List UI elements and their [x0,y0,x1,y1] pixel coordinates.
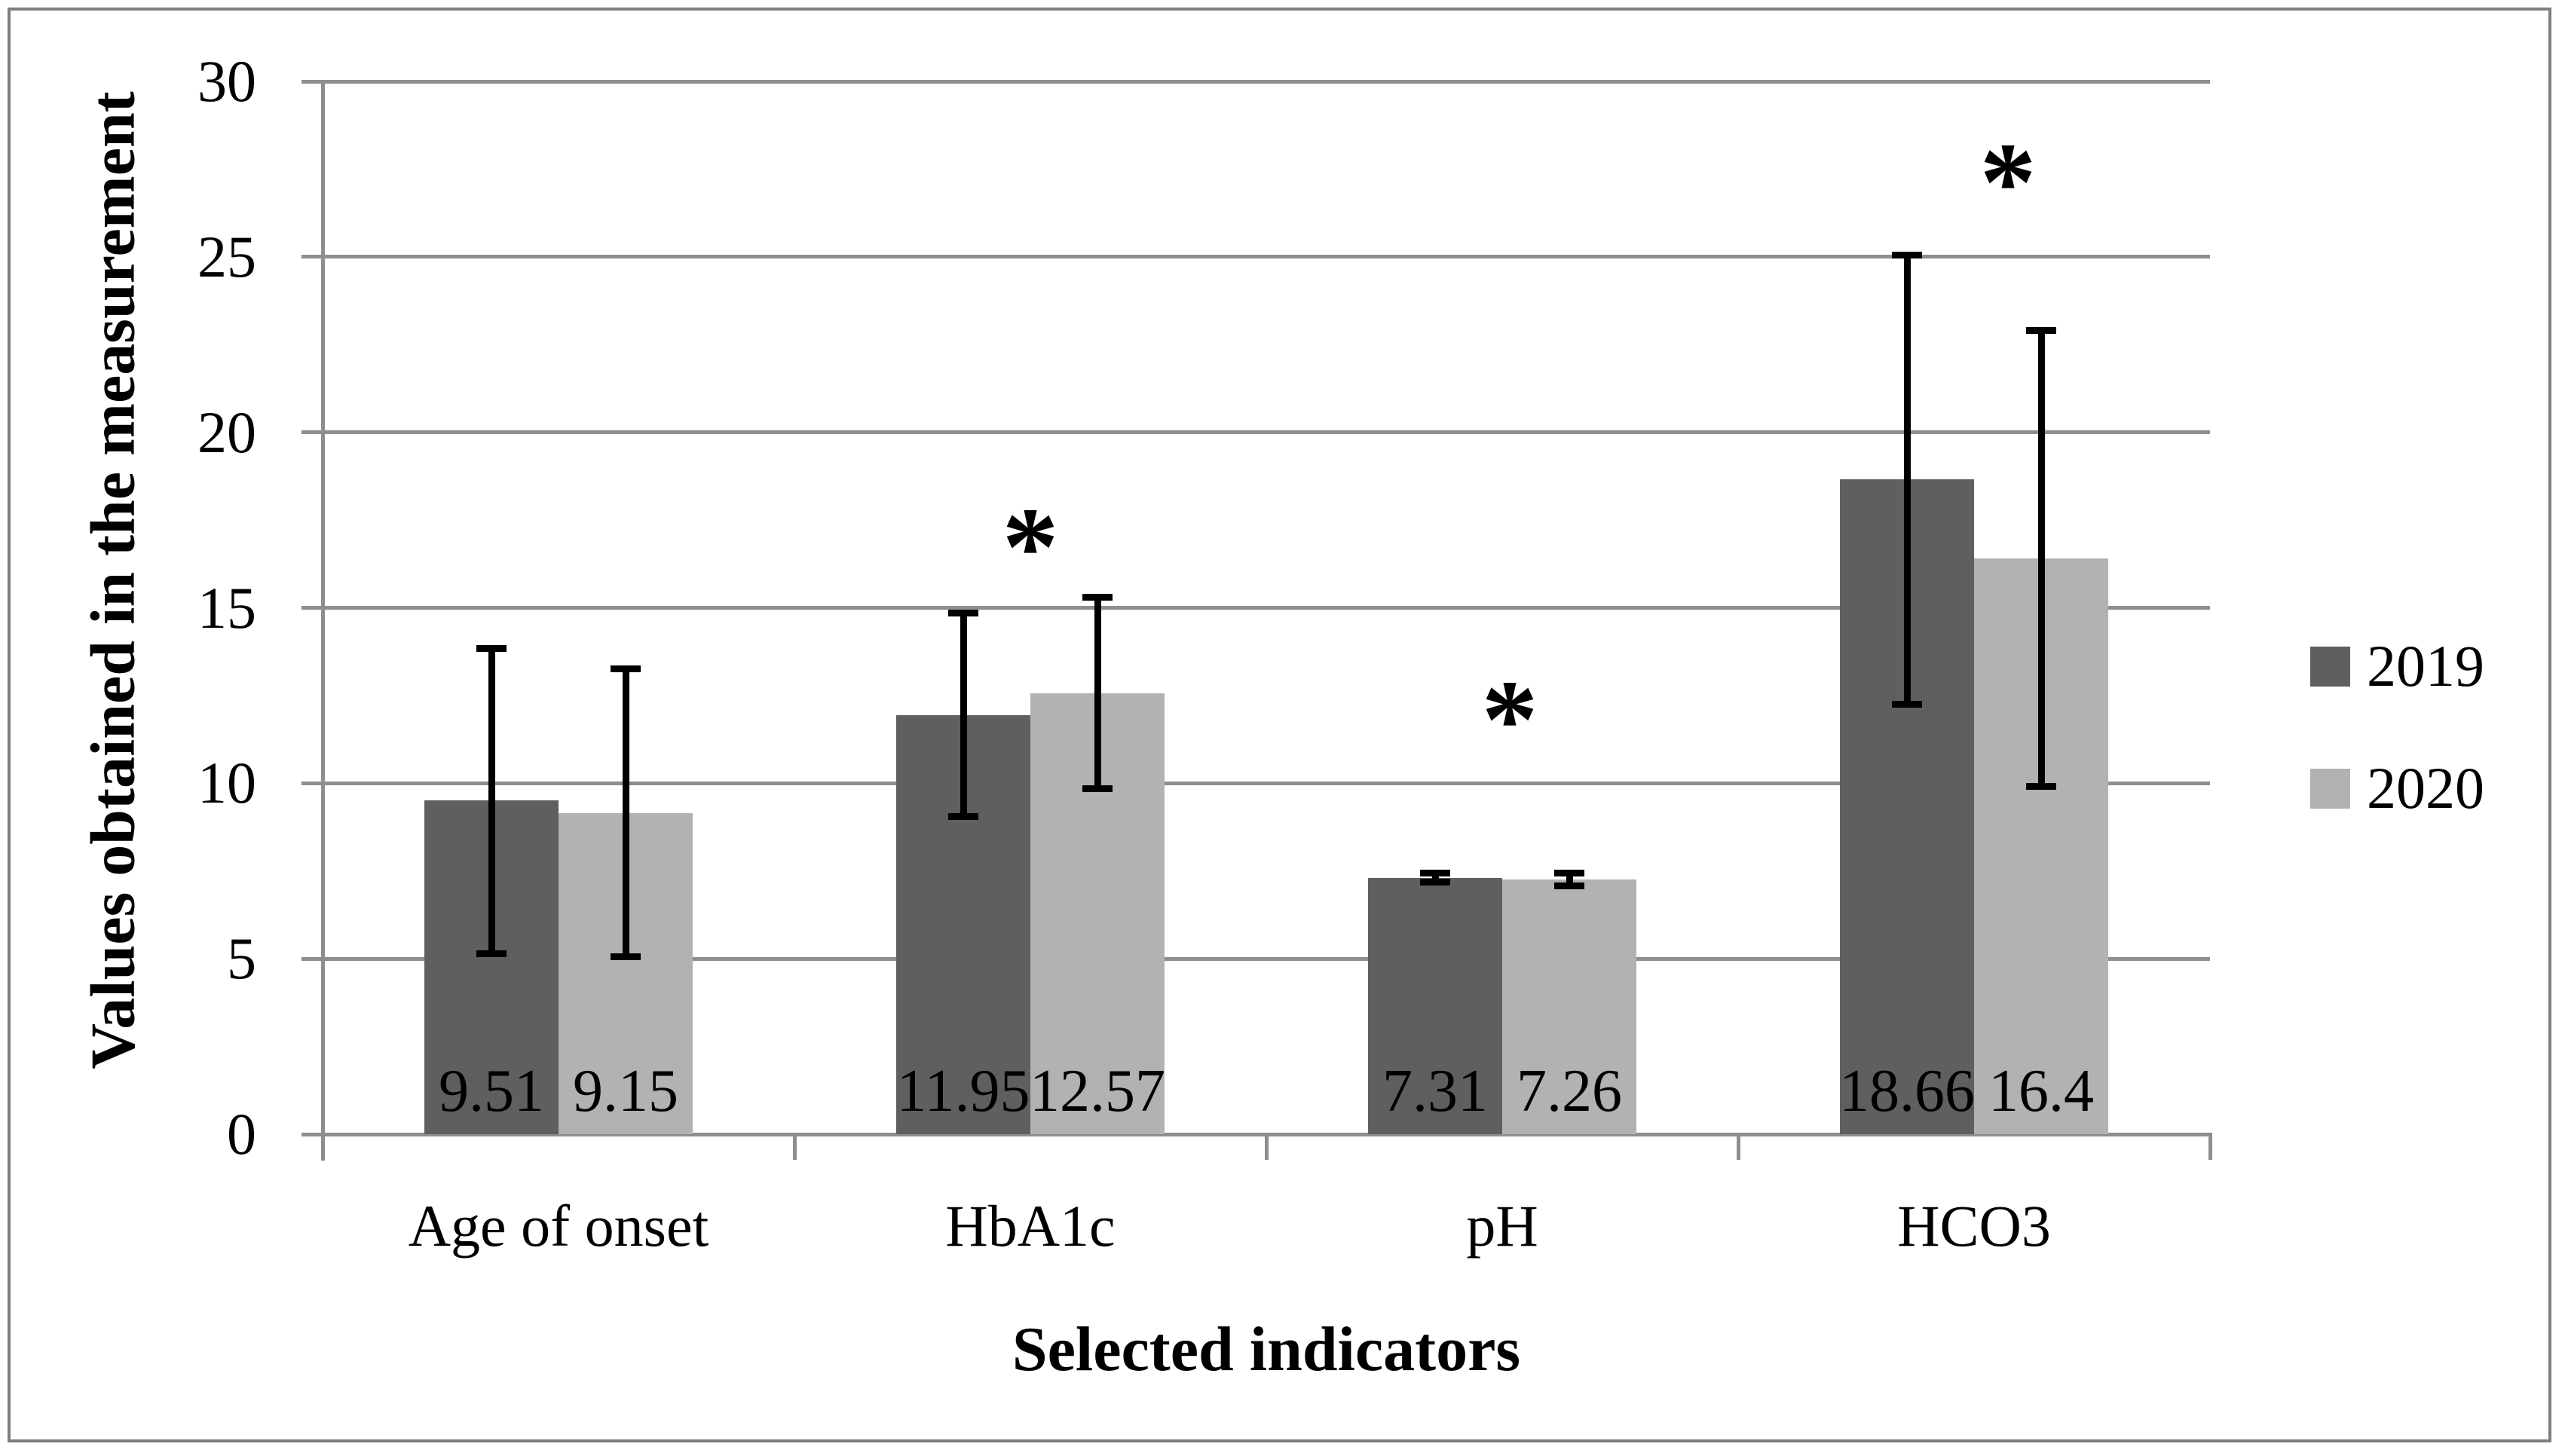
error-bar-cap-bottom-2020-pH [1554,882,1584,889]
y-tick-label-25: 25 [197,223,256,289]
gridline-15 [323,606,2210,610]
error-bar-cap-bottom-2020-HCO3 [2026,783,2056,791]
error-bar-cap-top-2020-Age of onset [611,665,641,673]
y-tick-0 [301,1132,323,1136]
error-bar-cap-bottom-2020-HbA1c [1082,785,1113,792]
error-bar-cap-top-2019-Age of onset [476,644,507,652]
error-bar-cap-bottom-2019-HbA1c [948,813,978,821]
data-label-2019-Age of onset: 9.51 [439,1058,544,1124]
error-bar-cap-bottom-2020-Age of onset [611,953,641,961]
y-tick-10 [301,781,323,785]
legend-label-2019: 2019 [2367,633,2484,699]
data-label-2020-HCO3: 16.4 [1988,1058,2094,1124]
figure-frame [8,8,2551,1442]
data-label-2020-Age of onset: 9.15 [573,1058,678,1124]
error-bar-line-2020-HbA1c [1094,597,1101,789]
y-tick-label-5: 5 [227,925,256,992]
category-label-hco3: HCO3 [1897,1193,2051,1259]
gridline-20 [323,430,2210,435]
error-bar-cap-top-2019-HCO3 [1892,252,1922,258]
error-bar-cap-top-2020-HbA1c [1082,594,1113,601]
error-bar-cap-bottom-2019-Age of onset [476,950,507,957]
error-bar-line-2020-pH [1566,873,1573,886]
bar-2019-pH [1368,877,1502,1134]
category-label-age-of-onset: Age of onset [408,1193,709,1259]
legend-swatch-2020 [2310,769,2350,809]
data-label-2019-HCO3: 18.66 [1839,1058,1975,1124]
bar-2020-pH [1502,879,1636,1134]
significance-asterisk-ph: * [1481,656,1538,782]
error-bar-line-2020-Age of onset [622,668,629,957]
y-tick-20 [301,430,323,435]
y-axis-line [320,80,325,1161]
legend-swatch-2019 [2310,647,2350,687]
y-tick-25 [301,255,323,259]
category-label-hba1c: HbA1c [945,1193,1116,1259]
data-label-2019-HbA1c: 11.95 [896,1058,1030,1124]
error-bar-line-2019-pH [1431,873,1439,882]
error-bar-line-2020-HCO3 [2037,330,2045,787]
y-tick-5 [301,956,323,961]
data-label-2020-pH: 7.26 [1517,1058,1622,1124]
error-bar-cap-top-2019-HbA1c [948,609,978,616]
gridline-5 [323,956,2210,961]
gridline-25 [323,255,2210,259]
x-boundary-tick-1 [792,1134,797,1160]
x-boundary-tick-0 [320,1134,325,1160]
x-boundary-tick-3 [1736,1134,1740,1160]
category-label-ph: pH [1466,1193,1538,1259]
error-bar-cap-top-2020-HCO3 [2026,327,2056,335]
y-tick-label-10: 10 [197,750,256,816]
error-bar-cap-bottom-2019-pH [1420,879,1450,886]
legend-label-2020: 2020 [2367,755,2484,821]
y-tick-label-30: 30 [197,48,256,114]
gridline-30 [323,79,2210,84]
error-bar-cap-top-2019-pH [1420,870,1450,877]
x-boundary-tick-2 [1264,1134,1269,1160]
y-tick-15 [301,606,323,610]
x-axis-title: Selected indicators [1012,1314,1521,1384]
x-boundary-tick-4 [2208,1134,2212,1160]
y-tick-label-20: 20 [197,399,256,465]
error-bar-cap-top-2020-pH [1554,870,1584,877]
error-bar-line-2019-HbA1c [960,613,967,817]
y-tick-30 [301,79,323,84]
data-label-2020-HbA1c: 12.57 [1030,1058,1165,1124]
y-tick-label-15: 15 [197,574,256,641]
gridline-10 [323,781,2210,785]
data-label-2019-pH: 7.31 [1382,1058,1488,1124]
error-bar-line-2019-HCO3 [1903,255,1911,705]
significance-asterisk-hba1c: * [1002,485,1059,610]
error-bar-line-2019-Age of onset [488,648,495,954]
significance-asterisk-hco3: * [1979,120,2037,246]
y-tick-label-0: 0 [227,1101,256,1167]
error-bar-cap-bottom-2019-HCO3 [1892,701,1922,708]
